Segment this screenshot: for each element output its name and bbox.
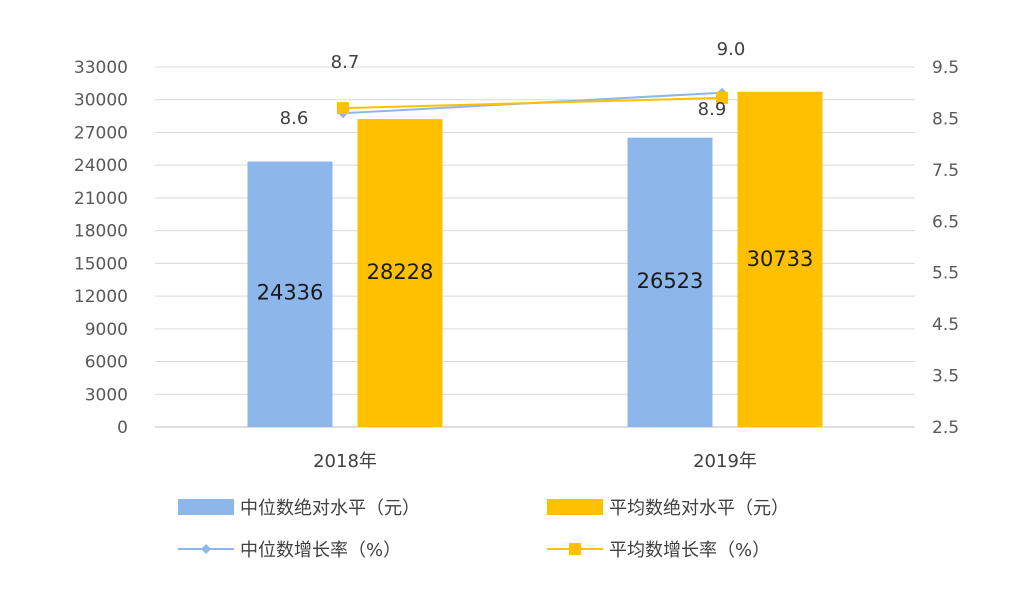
line-data-label: 9.0 — [717, 39, 746, 60]
y-left-tick-label: 3000 — [85, 385, 128, 405]
legend-marker — [201, 544, 211, 554]
legend-label: 中位数增长率（%） — [240, 540, 401, 561]
y-left-tick-label: 21000 — [74, 189, 128, 209]
y-left-tick-label: 30000 — [74, 91, 128, 111]
y-left-tick-label: 9000 — [85, 320, 128, 340]
y-right-tick-label: 2.5 — [932, 418, 959, 438]
y-left-tick-label: 33000 — [74, 58, 128, 78]
bar-data-label: 28228 — [367, 260, 434, 284]
y-left-tick-label: 18000 — [74, 222, 128, 242]
bar-mean — [737, 91, 823, 428]
legend-label: 中位数绝对水平（元） — [240, 498, 420, 519]
y-left-tick-label: 12000 — [74, 287, 128, 307]
y-left-tick-label: 6000 — [85, 353, 128, 373]
legend-label: 平均数绝对水平（元） — [609, 498, 789, 519]
y-right-tick-label: 5.5 — [932, 264, 959, 284]
y-left-tick-label: 0 — [117, 418, 128, 438]
legend-marker — [569, 543, 581, 555]
y-right-tick-label: 3.5 — [932, 367, 959, 387]
legend-swatch — [547, 499, 603, 515]
bar-data-label: 26523 — [637, 269, 704, 293]
y-right-tick-label: 4.5 — [932, 315, 959, 335]
y-left-tick-label: 27000 — [74, 123, 128, 143]
y-right-tick-label: 7.5 — [932, 161, 959, 181]
bar-median — [247, 161, 333, 427]
mean-growth-line — [342, 96, 723, 110]
mean-growth-point — [716, 91, 728, 104]
y-right-tick-label: 8.5 — [932, 109, 959, 129]
x-category-label: 2019年 — [693, 451, 757, 472]
y-left-tick-label: 24000 — [74, 156, 128, 176]
line-data-label: 8.7 — [331, 52, 360, 73]
bar-data-label: 24336 — [257, 281, 324, 305]
bar-median — [627, 137, 713, 427]
bar-mean — [357, 119, 443, 428]
bar-data-label: 30733 — [747, 247, 814, 271]
y-right-tick-label: 6.5 — [932, 212, 959, 232]
x-category-label: 2018年 — [313, 451, 377, 472]
legend-label: 平均数增长率（%） — [609, 540, 770, 561]
line-data-label: 8.6 — [280, 108, 309, 129]
mean-growth-point — [337, 102, 349, 115]
legend-swatch — [178, 499, 234, 515]
y-left-tick-label: 15000 — [74, 254, 128, 274]
y-right-tick-label: 9.5 — [932, 58, 959, 78]
line-data-label: 8.9 — [698, 99, 727, 120]
